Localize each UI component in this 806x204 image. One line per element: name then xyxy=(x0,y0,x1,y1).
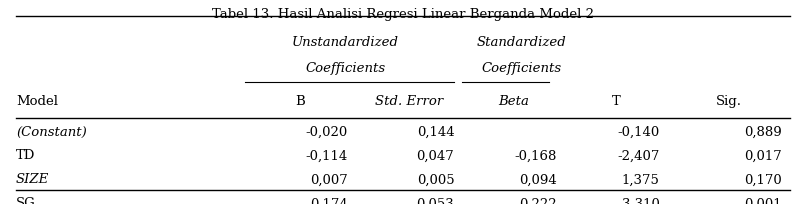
Text: Sig.: Sig. xyxy=(716,95,742,109)
Text: 0,053: 0,053 xyxy=(417,197,455,204)
Text: -0,168: -0,168 xyxy=(515,150,557,162)
Text: -0,020: -0,020 xyxy=(305,125,347,139)
Text: Tabel 13. Hasil Analisi Regresi Linear Berganda Model 2: Tabel 13. Hasil Analisi Regresi Linear B… xyxy=(212,8,594,21)
Text: SG: SG xyxy=(16,197,35,204)
Text: (Constant): (Constant) xyxy=(16,125,87,139)
Text: -0,140: -0,140 xyxy=(617,125,659,139)
Text: Coefficients: Coefficients xyxy=(305,62,386,74)
Text: Beta: Beta xyxy=(498,95,529,109)
Text: 3,310: 3,310 xyxy=(622,197,659,204)
Text: 0,174: 0,174 xyxy=(310,197,347,204)
Text: 0,001: 0,001 xyxy=(745,197,782,204)
Text: 0,007: 0,007 xyxy=(310,173,347,186)
Text: 0,047: 0,047 xyxy=(417,150,455,162)
Text: 0,170: 0,170 xyxy=(745,173,782,186)
Text: 0,005: 0,005 xyxy=(417,173,455,186)
Text: 0,889: 0,889 xyxy=(745,125,782,139)
Text: TD: TD xyxy=(16,150,35,162)
Text: Coefficients: Coefficients xyxy=(481,62,562,74)
Text: T: T xyxy=(612,95,621,109)
Text: Model: Model xyxy=(16,95,58,109)
Text: -0,114: -0,114 xyxy=(305,150,347,162)
Text: 0,094: 0,094 xyxy=(519,173,557,186)
Text: 0,222: 0,222 xyxy=(519,197,557,204)
Text: 0,144: 0,144 xyxy=(417,125,455,139)
Text: Std. Error: Std. Error xyxy=(375,95,443,109)
Text: -2,407: -2,407 xyxy=(617,150,659,162)
Text: 1,375: 1,375 xyxy=(622,173,659,186)
Text: B: B xyxy=(296,95,305,109)
Text: Unstandardized: Unstandardized xyxy=(293,35,399,49)
Text: Standardized: Standardized xyxy=(476,35,567,49)
Text: SIZE: SIZE xyxy=(16,173,49,186)
Text: 0,017: 0,017 xyxy=(745,150,782,162)
